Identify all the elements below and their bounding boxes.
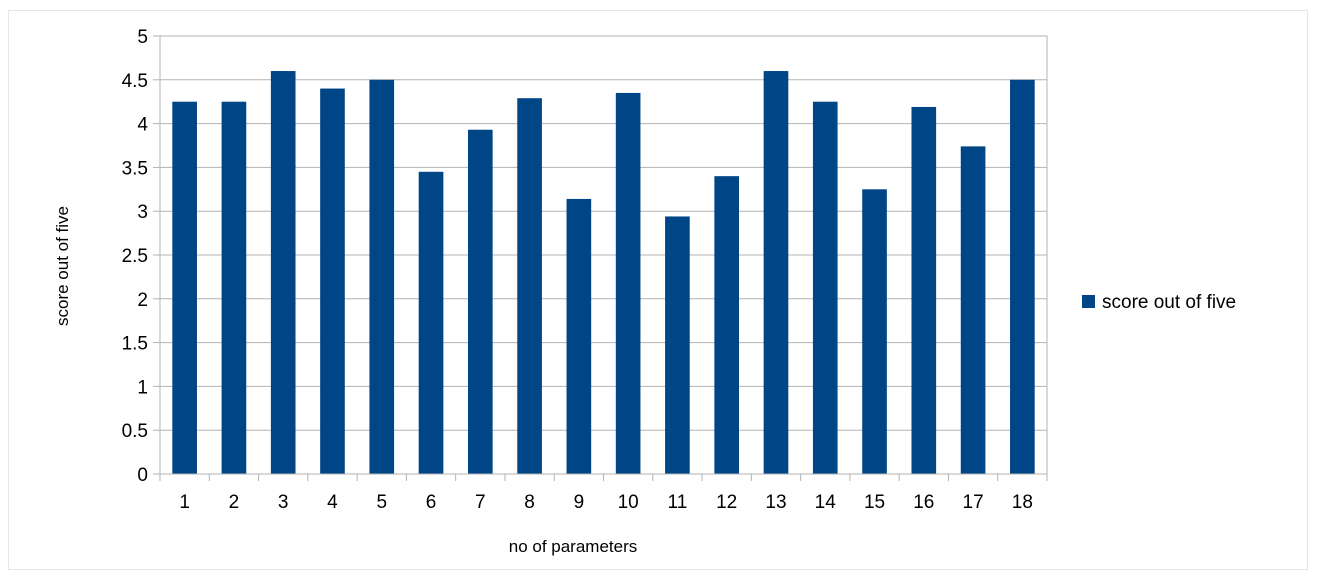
y-tick-label: 3.5 <box>122 158 148 179</box>
y-tick-label: 3 <box>137 202 148 223</box>
y-tick-label: 0.5 <box>122 421 148 442</box>
bar <box>862 189 887 475</box>
x-tick-label: 5 <box>376 492 387 513</box>
bar <box>911 106 937 475</box>
bar <box>418 171 444 474</box>
x-tick-label: 8 <box>524 492 535 513</box>
x-tick-label: 3 <box>278 492 289 513</box>
legend: score out of five <box>1082 292 1236 313</box>
bar <box>517 98 542 475</box>
bar <box>172 101 197 474</box>
x-tick-label: 13 <box>765 492 786 513</box>
x-tick-label: 11 <box>668 492 688 513</box>
legend-label: score out of five <box>1102 292 1236 313</box>
x-tick-label: 1 <box>179 492 190 513</box>
y-tick-labels: 0 0.5 1 1.5 2 2.5 3 3.5 4 4.5 5 <box>122 27 149 486</box>
bars <box>172 71 1035 475</box>
y-tick-label: 1 <box>137 377 148 398</box>
x-tick-label: 2 <box>229 492 240 513</box>
y-tick-label: 1.5 <box>122 334 148 355</box>
x-tick-label: 18 <box>1012 492 1033 513</box>
bar <box>763 71 789 474</box>
gridlines <box>160 35 1048 474</box>
x-tick-label: 17 <box>963 492 984 513</box>
x-tick-label: 4 <box>327 492 338 513</box>
x-tick-label: 14 <box>815 492 837 513</box>
bar <box>221 101 247 474</box>
y-tick-label: 2 <box>137 290 148 311</box>
x-tick-label: 16 <box>913 492 934 513</box>
x-tick-label: 9 <box>574 492 585 513</box>
bar <box>615 92 641 474</box>
x-tick-label: 7 <box>475 492 486 513</box>
axes <box>153 35 1048 481</box>
y-tick-label: 0 <box>137 465 148 486</box>
bar <box>960 146 986 474</box>
x-tick-label: 6 <box>426 492 437 513</box>
bar <box>270 71 296 474</box>
bar <box>467 129 493 474</box>
bar <box>812 101 838 474</box>
chart-frame <box>8 10 1308 570</box>
bar <box>320 88 345 474</box>
y-tick-label: 2.5 <box>122 246 148 267</box>
bar <box>1010 79 1035 475</box>
y-axis-title: score out of five <box>53 206 72 326</box>
bar <box>566 198 592 474</box>
x-tick-label: 15 <box>864 492 885 513</box>
x-tick-label: 10 <box>618 492 639 513</box>
y-tick-label: 4 <box>137 115 148 136</box>
legend-swatch <box>1082 295 1095 308</box>
y-tick-label: 5 <box>137 27 148 48</box>
y-tick-label: 4.5 <box>122 71 148 92</box>
x-axis-title: no of parameters <box>509 537 638 556</box>
bar <box>369 79 395 475</box>
x-tick-labels: 1 2 3 4 5 6 7 8 9 10 11 12 13 14 15 16 17 18 <box>179 492 1033 513</box>
bar <box>665 216 690 474</box>
x-tick-label: 12 <box>716 492 737 513</box>
bar <box>714 176 740 474</box>
